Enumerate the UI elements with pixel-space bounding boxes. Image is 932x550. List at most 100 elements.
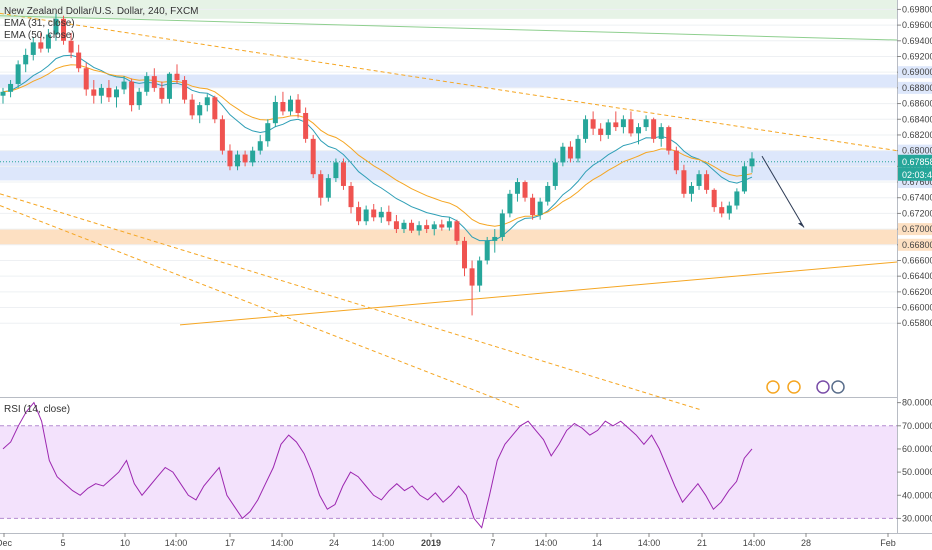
candle-body bbox=[719, 207, 725, 214]
lower-channel-line-2 bbox=[0, 193, 701, 411]
candle-body bbox=[583, 119, 589, 139]
candle-body bbox=[38, 42, 44, 49]
time-tick-label: 14:00 bbox=[372, 538, 395, 548]
countdown-tag bbox=[898, 167, 932, 181]
trend-lines bbox=[0, 12, 898, 411]
candle-body bbox=[197, 105, 203, 116]
candle-body bbox=[545, 185, 551, 202]
candle-body bbox=[318, 174, 324, 198]
ema50-line bbox=[2, 64, 753, 227]
candle-body bbox=[598, 128, 604, 135]
candle-body bbox=[257, 141, 263, 151]
candle-body bbox=[106, 87, 112, 98]
candle-body bbox=[295, 99, 301, 113]
long-term-line bbox=[0, 15, 898, 41]
ema31-legend: EMA (31, close) bbox=[4, 18, 75, 29]
forecast-arrow bbox=[761, 155, 805, 228]
candle-body bbox=[204, 97, 210, 106]
candle-body bbox=[711, 189, 717, 208]
candle-body bbox=[136, 91, 142, 106]
time-tick-label: 21 bbox=[697, 538, 707, 548]
candle-body bbox=[462, 240, 468, 269]
time-tick-label: Feb bbox=[880, 538, 896, 548]
descending-resistance-line bbox=[0, 12, 898, 152]
candle-body bbox=[416, 225, 422, 231]
resistance-zone bbox=[0, 74, 897, 88]
candle-body bbox=[484, 240, 490, 261]
ascending-support-line bbox=[179, 261, 898, 326]
ema-lines bbox=[2, 54, 753, 242]
pivot-zone bbox=[0, 150, 897, 181]
candle-body bbox=[371, 209, 377, 218]
candle-body bbox=[439, 224, 445, 228]
candle-body bbox=[250, 150, 256, 163]
time-tick-label: 14:00 bbox=[743, 538, 766, 548]
rsi-tick-label: 80.0000 bbox=[902, 398, 932, 408]
chart-title: New Zealand Dollar/U.S. Dollar, 240, FXC… bbox=[4, 6, 199, 17]
candle-body bbox=[325, 178, 331, 198]
candle-body bbox=[734, 191, 740, 206]
rsi-line bbox=[2, 401, 753, 529]
candle-body bbox=[235, 154, 241, 167]
candle-body bbox=[182, 80, 188, 100]
candle-body bbox=[91, 89, 97, 96]
candle-body bbox=[280, 101, 286, 112]
candle-body bbox=[575, 138, 581, 159]
rsi-tick-label: 70.0000 bbox=[902, 421, 932, 431]
candle-body bbox=[265, 123, 271, 142]
time-tick-label: 28 bbox=[801, 538, 811, 548]
candle-body bbox=[310, 138, 316, 175]
candle-body bbox=[522, 182, 528, 198]
lower-channel-line bbox=[0, 205, 521, 409]
candle-body bbox=[68, 40, 74, 53]
candle-body bbox=[477, 260, 483, 286]
candle-body bbox=[499, 213, 505, 237]
candle-body bbox=[643, 119, 649, 128]
candle-body bbox=[393, 221, 399, 230]
candle-body bbox=[129, 81, 135, 106]
candle-body bbox=[144, 76, 150, 92]
candle-body bbox=[386, 211, 392, 222]
rsi-legend: RSI (14, close) bbox=[4, 404, 71, 415]
candle-body bbox=[287, 99, 293, 112]
candle-body bbox=[15, 64, 21, 84]
candle-body bbox=[613, 122, 619, 128]
candle-body bbox=[537, 201, 543, 215]
price-tick-label: 0.67200 bbox=[902, 208, 932, 218]
countdown-label: 02:03:46 bbox=[902, 170, 932, 180]
price-tick-label: 0.68000 bbox=[902, 146, 932, 156]
candle-body bbox=[303, 112, 309, 139]
rsi-tick-label: 60.0000 bbox=[902, 444, 932, 454]
event-icon bbox=[831, 380, 845, 394]
price-tick-label: 0.65800 bbox=[902, 318, 932, 328]
time-tick-label: 14:00 bbox=[165, 538, 188, 548]
candle-body bbox=[45, 34, 51, 49]
rsi-pane bbox=[2, 401, 753, 529]
candle-body bbox=[23, 54, 29, 65]
price-tick-label: 0.67400 bbox=[902, 193, 932, 203]
zone-axis-label bbox=[898, 223, 932, 236]
price-tick-label: 0.66000 bbox=[902, 303, 932, 313]
candle-body bbox=[159, 87, 165, 99]
candle-body bbox=[61, 18, 67, 41]
price-tick-label: 0.69400 bbox=[902, 36, 932, 46]
candle-body bbox=[446, 221, 452, 228]
candle-body bbox=[431, 224, 437, 230]
candlestick-series bbox=[0, 13, 755, 316]
candle-body bbox=[189, 99, 195, 116]
candle-body bbox=[704, 174, 710, 190]
price-tick-label: 0.69200 bbox=[902, 51, 932, 61]
price-tick-label: 0.68200 bbox=[902, 130, 932, 140]
price-tick-label: 0.66400 bbox=[902, 271, 932, 281]
candle-body bbox=[272, 101, 278, 124]
candle-body bbox=[628, 119, 634, 134]
time-tick-label: 2019 bbox=[421, 538, 441, 548]
candle-body bbox=[340, 162, 346, 186]
zone-axis-label bbox=[898, 66, 932, 79]
candle-body bbox=[409, 222, 415, 231]
rsi-tick-label: 30.0000 bbox=[902, 513, 932, 523]
candle-body bbox=[666, 127, 672, 151]
time-tick-label: 5 bbox=[60, 538, 65, 548]
price-tags: 0.67858 02:03:46 bbox=[898, 154, 932, 181]
